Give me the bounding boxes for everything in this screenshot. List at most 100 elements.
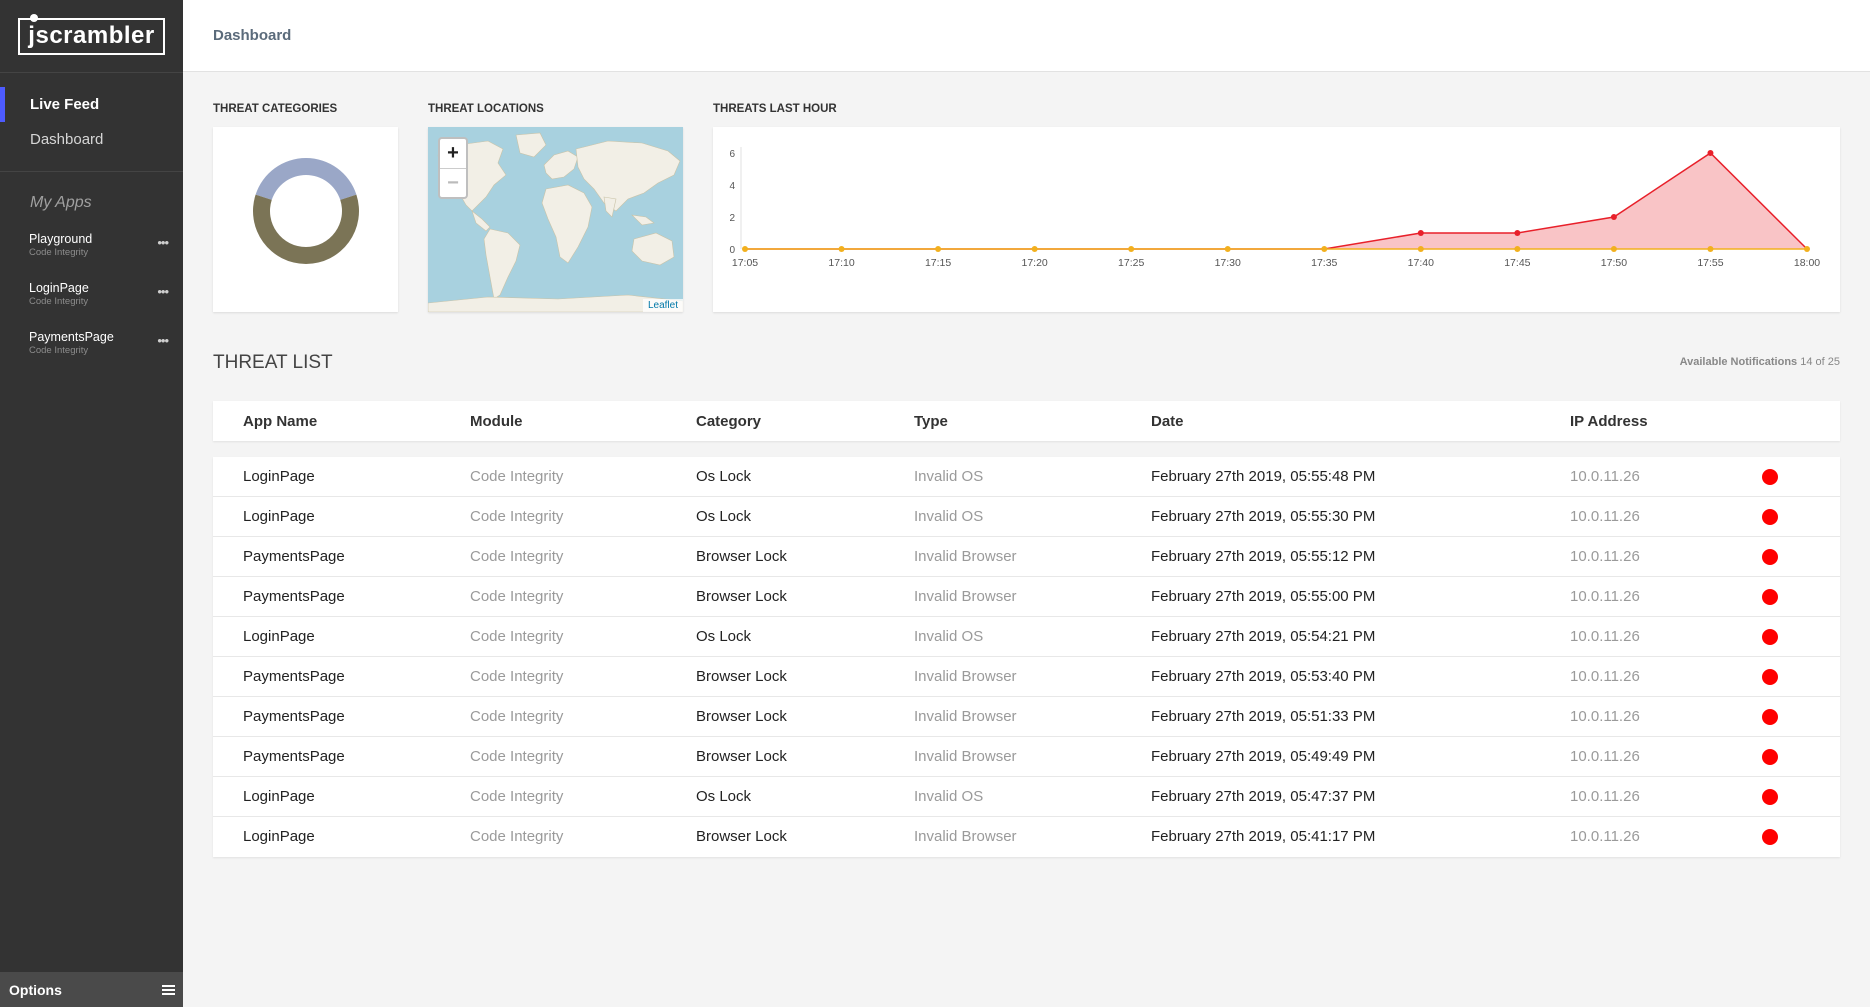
x-tick-label: 17:25 — [1118, 257, 1144, 269]
notifications-count: 14 of 25 — [1800, 356, 1840, 368]
baseline-data-point[interactable] — [1321, 246, 1328, 252]
cell-type: Invalid OS — [914, 468, 984, 485]
threat-row[interactable]: PaymentsPage Code Integrity Browser Lock In… — [213, 657, 1840, 697]
more-icon[interactable]: ••• — [157, 284, 169, 299]
threat-row[interactable]: PaymentsPage Code Integrity Browser Lock In… — [213, 737, 1840, 777]
x-tick-label: 17:20 — [1021, 257, 1047, 269]
threat-status-dot-icon — [1762, 629, 1778, 645]
threat-row[interactable]: LoginPage Code Integrity Browser Lock Inval… — [213, 817, 1840, 857]
baseline-data-point[interactable] — [1031, 246, 1038, 252]
column-header-module[interactable]: Module — [470, 413, 523, 430]
baseline-data-point[interactable] — [1417, 246, 1424, 252]
zoom-out-button[interactable]: − — [440, 168, 466, 197]
cell-type: Invalid Browser — [914, 548, 1017, 565]
threat-status-dot-icon — [1762, 829, 1778, 845]
threats-data-point[interactable] — [1610, 214, 1617, 220]
main-nav: Live Feed Dashboard — [0, 72, 183, 172]
cell-type: Invalid Browser — [914, 588, 1017, 605]
threat-row[interactable]: LoginPage Code Integrity Os Lock Invalid OS… — [213, 777, 1840, 817]
cell-type: Invalid Browser — [914, 828, 1017, 845]
donut-segment-0[interactable] — [255, 158, 357, 200]
x-tick-label: 17:10 — [828, 257, 854, 269]
more-icon[interactable]: ••• — [157, 333, 169, 348]
threat-status-dot-icon — [1762, 749, 1778, 765]
column-header-app-name[interactable]: App Name — [243, 413, 318, 430]
threat-locations-label: THREAT LOCATIONS — [428, 103, 544, 115]
cell-app-name: PaymentsPage — [243, 588, 345, 605]
baseline-data-point[interactable] — [1707, 246, 1714, 252]
y-tick-label: 6 — [729, 149, 735, 160]
cell-app-name: LoginPage — [243, 468, 315, 485]
threat-status-dot-icon — [1762, 509, 1778, 525]
threats-data-point[interactable] — [1707, 150, 1714, 156]
cell-category: Os Lock — [696, 788, 752, 805]
cell-module: Code Integrity — [470, 548, 564, 565]
cell-app-name: LoginPage — [243, 828, 315, 845]
baseline-data-point[interactable] — [1514, 246, 1521, 252]
page-title: Dashboard — [213, 27, 292, 44]
threats-last-hour-label: THREATS LAST HOUR — [713, 103, 837, 115]
more-icon[interactable]: ••• — [157, 235, 169, 250]
threat-row[interactable]: PaymentsPage Code Integrity Browser Lock In… — [213, 697, 1840, 737]
zoom-in-button[interactable]: + — [447, 142, 459, 164]
app-module: Code Integrity — [29, 296, 89, 307]
donut-segment-1[interactable] — [253, 194, 359, 264]
baseline-data-point[interactable] — [1804, 246, 1810, 252]
column-header-type[interactable]: Type — [914, 413, 948, 430]
x-tick-label: 18:00 — [1794, 257, 1820, 269]
app-item-playground[interactable]: Playground Code Integrity ••• — [0, 222, 183, 271]
threats-data-point[interactable] — [1417, 230, 1424, 236]
app-item-paymentspage[interactable]: PaymentsPage Code Integrity ••• — [0, 320, 183, 369]
cell-ip-address: 10.0.11.26 — [1570, 668, 1640, 685]
cell-type: Invalid Browser — [914, 708, 1017, 725]
my-apps-heading: My Apps — [30, 194, 92, 211]
x-tick-label: 17:15 — [925, 257, 951, 269]
threat-row[interactable]: LoginPage Code Integrity Os Lock Invalid OS… — [213, 457, 1840, 497]
app-module: Code Integrity — [29, 247, 89, 258]
threat-row[interactable]: LoginPage Code Integrity Os Lock Invalid OS… — [213, 617, 1840, 657]
threat-categories-donut — [253, 158, 359, 264]
cell-date: February 27th 2019, 05:55:48 PM — [1151, 468, 1376, 485]
leaflet-attribution-link[interactable]: Leaflet — [642, 299, 683, 312]
cell-ip-address: 10.0.11.26 — [1570, 548, 1640, 565]
threat-row[interactable]: PaymentsPage Code Integrity Browser Lock In… — [213, 577, 1840, 617]
options-bar[interactable]: Options — [0, 972, 183, 1007]
cell-app-name: PaymentsPage — [243, 548, 345, 565]
cell-category: Os Lock — [696, 508, 752, 525]
cell-category: Browser Lock — [696, 668, 787, 685]
cell-module: Code Integrity — [470, 708, 564, 725]
cell-category: Browser Lock — [696, 828, 787, 845]
baseline-data-point[interactable] — [1128, 246, 1135, 252]
cell-category: Os Lock — [696, 468, 752, 485]
baseline-data-point[interactable] — [1610, 246, 1617, 252]
threat-locations-map[interactable]: + − Leaflet — [428, 127, 683, 312]
column-header-ip-address[interactable]: IP Address — [1570, 413, 1648, 430]
baseline-data-point[interactable] — [742, 246, 748, 252]
cell-module: Code Integrity — [470, 828, 564, 845]
app-item-loginpage[interactable]: LoginPage Code Integrity ••• — [0, 271, 183, 320]
cell-app-name: LoginPage — [243, 628, 315, 645]
baseline-data-point[interactable] — [1224, 246, 1231, 252]
x-tick-label: 17:35 — [1311, 257, 1337, 269]
nav-item-dashboard[interactable]: Dashboard — [30, 131, 104, 148]
x-tick-label: 17:50 — [1601, 257, 1627, 269]
column-header-category[interactable]: Category — [696, 413, 762, 430]
threat-row[interactable]: PaymentsPage Code Integrity Browser Lock In… — [213, 537, 1840, 577]
y-tick-label: 0 — [729, 245, 735, 256]
cell-ip-address: 10.0.11.26 — [1570, 468, 1640, 485]
hamburger-menu-icon[interactable] — [162, 984, 175, 995]
threat-row[interactable]: LoginPage Code Integrity Os Lock Invalid OS… — [213, 497, 1840, 537]
column-header-date[interactable]: Date — [1151, 413, 1184, 430]
top-header: Dashboard — [183, 0, 1870, 72]
nav-item-live-feed[interactable]: Live Feed — [0, 87, 183, 122]
baseline-data-point[interactable] — [935, 246, 942, 252]
app-name: Playground — [29, 232, 93, 246]
cell-module: Code Integrity — [470, 748, 564, 765]
baseline-data-point[interactable] — [838, 246, 845, 252]
cell-ip-address: 10.0.11.26 — [1570, 508, 1640, 525]
threats-data-point[interactable] — [1514, 230, 1521, 236]
jscrambler-logo[interactable]: jscrambler — [18, 13, 165, 55]
cell-category: Browser Lock — [696, 588, 787, 605]
cell-date: February 27th 2019, 05:55:12 PM — [1151, 548, 1376, 565]
cell-category: Os Lock — [696, 628, 752, 645]
